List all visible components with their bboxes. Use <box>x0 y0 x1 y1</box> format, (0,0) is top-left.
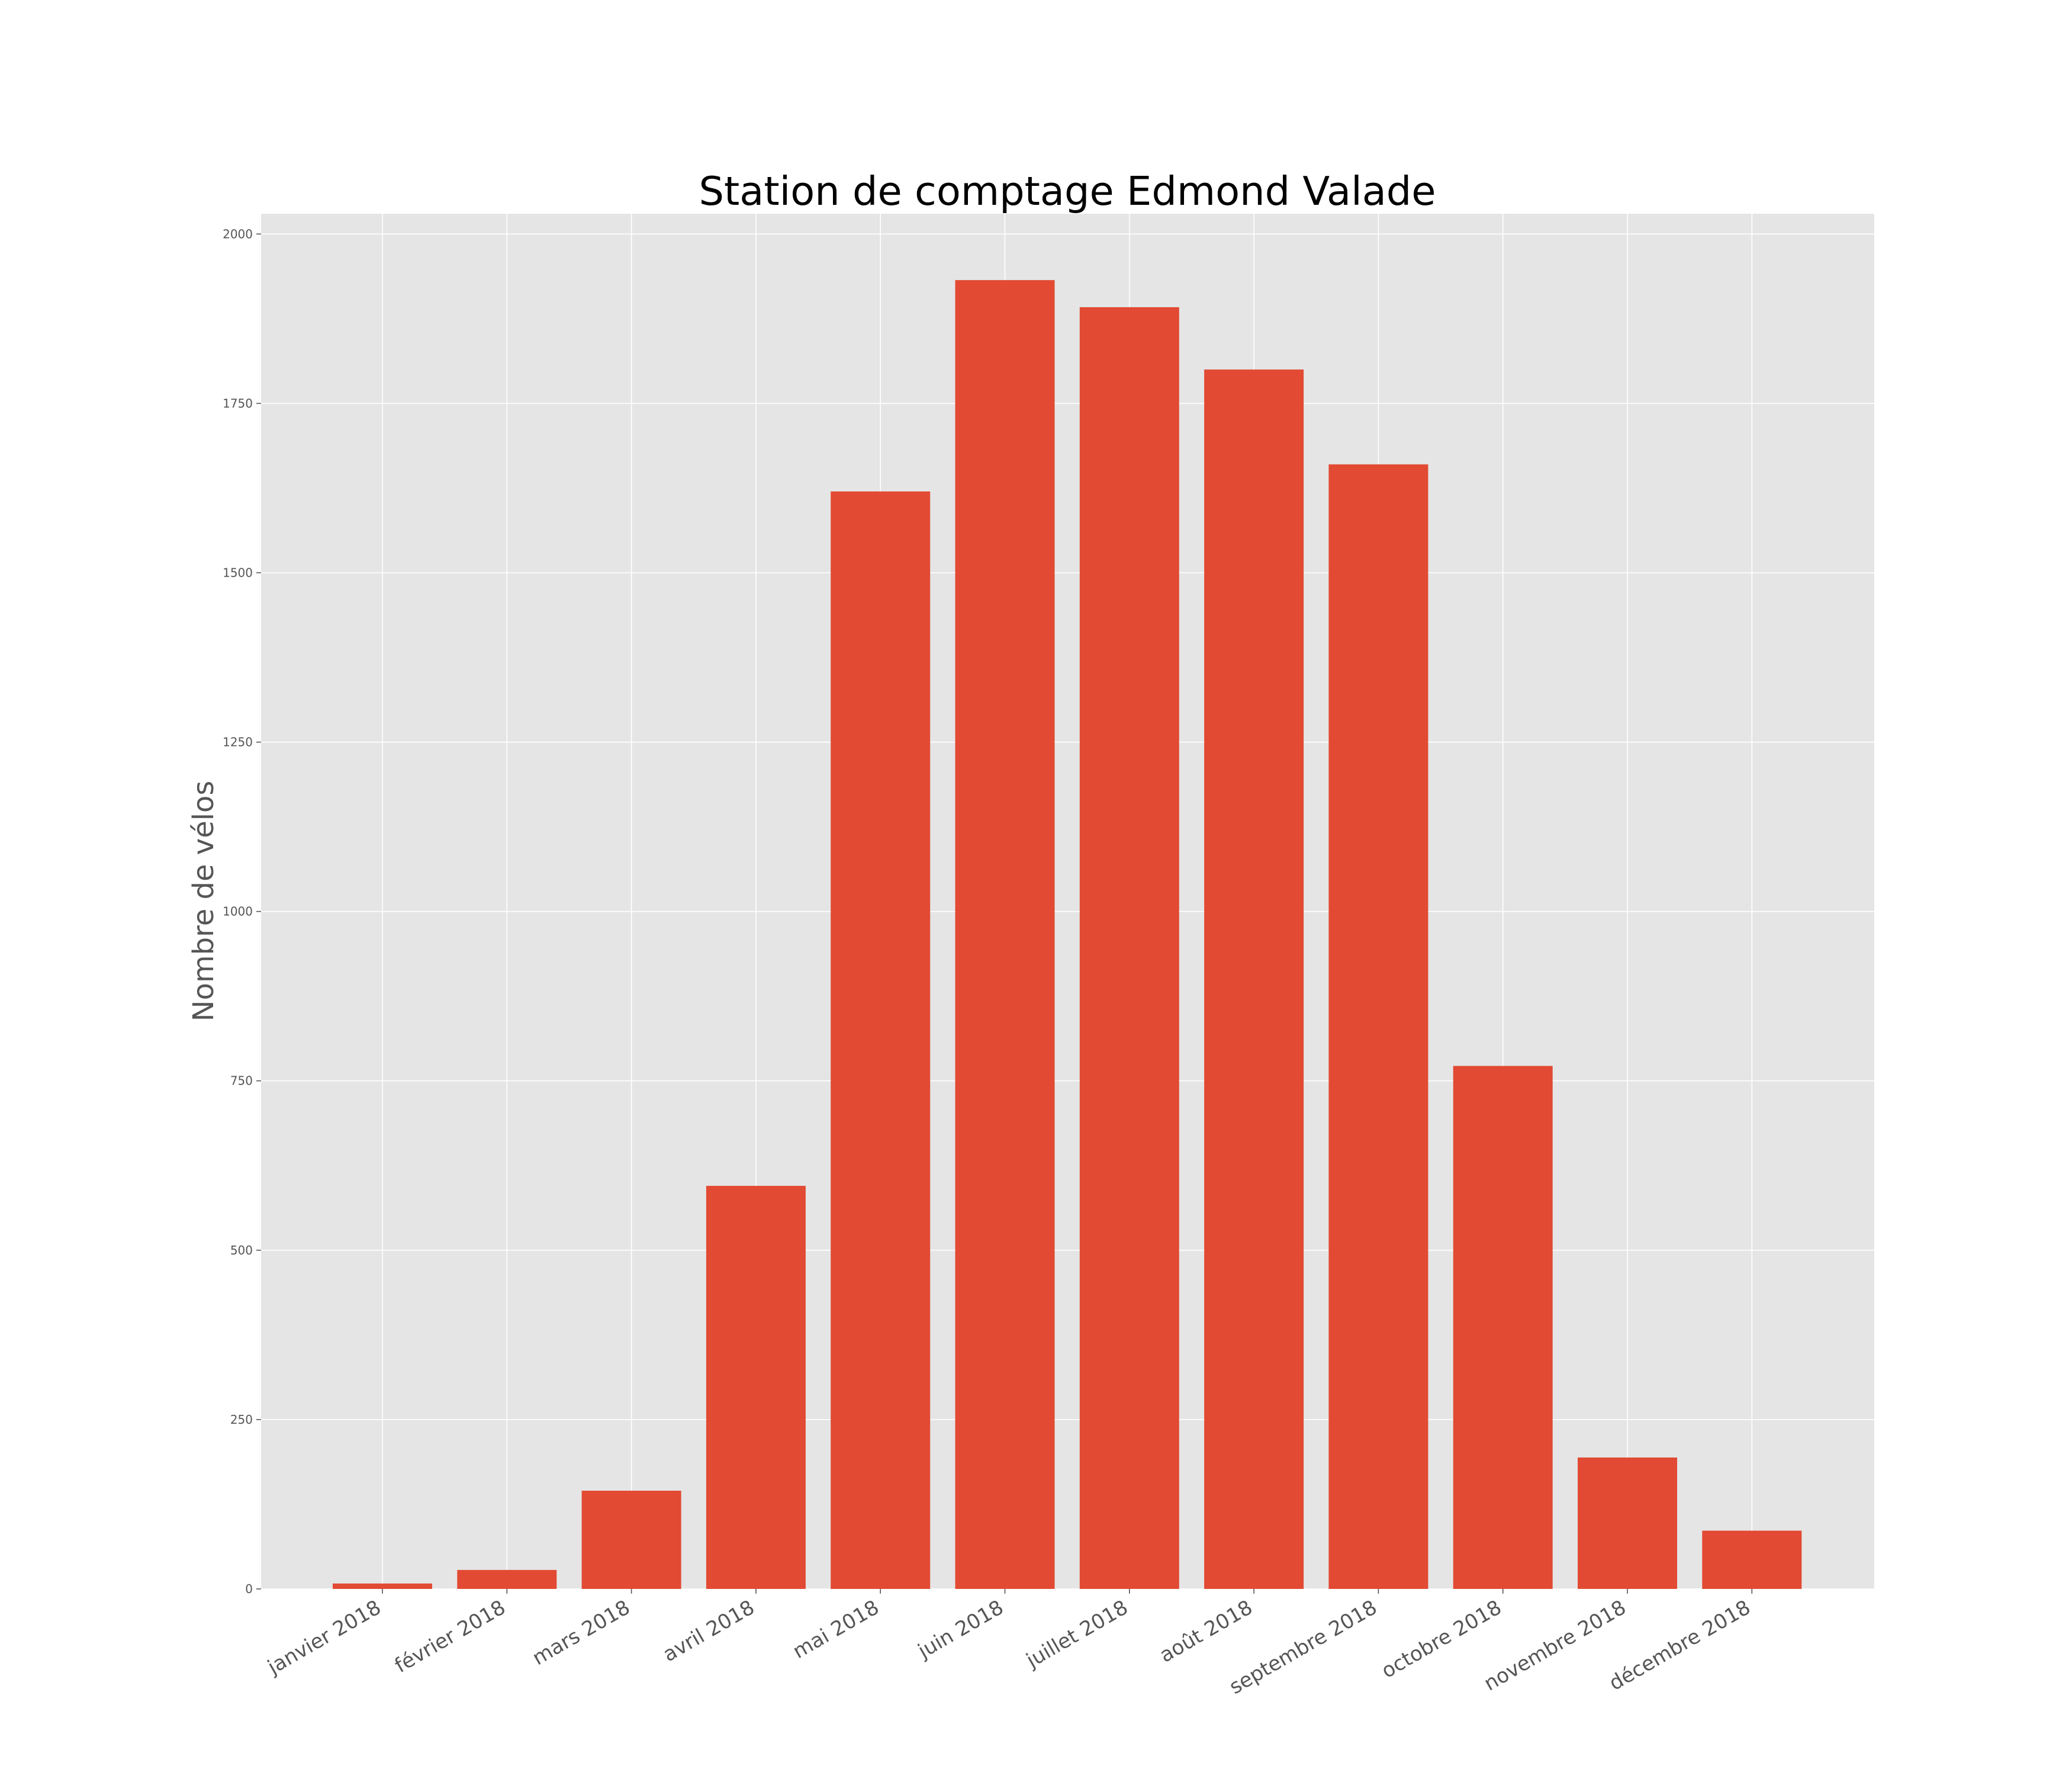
x-tick-label: mai 2018 <box>789 1595 883 1664</box>
bars <box>333 280 1802 1590</box>
y-tick-label: 1750 <box>223 396 253 410</box>
x-tick-label: décembre 2018 <box>1605 1595 1754 1695</box>
x-tick-label: octobre 2018 <box>1378 1595 1505 1683</box>
y-axis: 0 250 500 750 1000 1250 1500 1750 2000 <box>223 227 261 1596</box>
bar-11 <box>1578 1457 1677 1589</box>
bar-8 <box>1204 369 1304 1589</box>
chart-title: Station de comptage Edmond Valade <box>699 168 1436 214</box>
bar-10 <box>1453 1066 1553 1589</box>
x-tick-label: août 2018 <box>1156 1595 1257 1668</box>
bar-9 <box>1328 464 1428 1589</box>
y-tick-label: 0 <box>245 1582 253 1596</box>
bar-7 <box>1079 307 1179 1589</box>
y-tick-label: 1000 <box>223 905 253 919</box>
y-axis-label: Nombre de vélos <box>187 781 220 1022</box>
y-tick-label: 250 <box>230 1413 253 1427</box>
x-axis: janvier 2018 février 2018 mars 2018 avril 2… <box>263 1589 1755 1699</box>
bar-1 <box>333 1583 432 1589</box>
x-tick-label: février 2018 <box>391 1595 510 1678</box>
y-tick-label: 1250 <box>223 735 253 749</box>
x-tick-label: juillet 2018 <box>1022 1595 1132 1673</box>
bar-4 <box>706 1186 806 1589</box>
plot-background <box>261 214 1874 1589</box>
x-tick-label: juin 2018 <box>913 1595 1008 1664</box>
bar-2 <box>457 1569 557 1589</box>
y-tick-label: 2000 <box>223 227 253 241</box>
y-tick-label: 500 <box>230 1243 253 1257</box>
bar-5 <box>831 491 931 1589</box>
bar-12 <box>1702 1530 1802 1589</box>
x-tick-label: janvier 2018 <box>263 1595 385 1680</box>
x-tick-label: avril 2018 <box>659 1595 758 1666</box>
y-tick-label: 1500 <box>223 565 253 580</box>
bar-6 <box>955 280 1055 1590</box>
y-tick-label: 750 <box>230 1074 253 1088</box>
x-tick-label: novembre 2018 <box>1480 1595 1630 1695</box>
bar-3 <box>581 1491 681 1589</box>
x-tick-label: mars 2018 <box>529 1595 634 1670</box>
